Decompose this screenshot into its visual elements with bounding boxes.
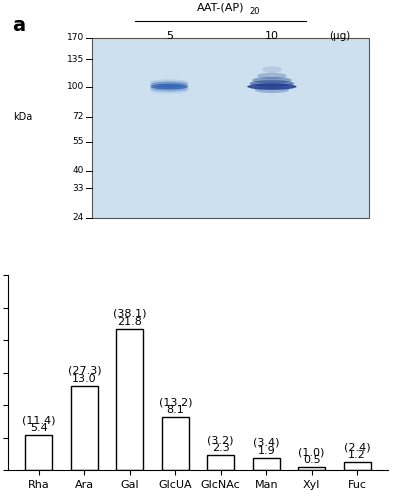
Text: 1.2: 1.2: [348, 450, 366, 460]
Text: 2.3: 2.3: [212, 443, 230, 453]
Text: (13.2): (13.2): [158, 398, 192, 407]
Text: (μg): (μg): [329, 32, 350, 42]
Text: 13.0: 13.0: [72, 374, 97, 384]
Text: 21.8: 21.8: [117, 316, 142, 326]
Text: 20: 20: [249, 8, 260, 16]
Text: 55: 55: [72, 137, 84, 146]
Text: AAT-(AP): AAT-(AP): [197, 2, 244, 12]
Ellipse shape: [262, 66, 282, 72]
Bar: [70, 386, 98, 470]
Bar: [162, 418, 189, 470]
Text: 135: 135: [67, 54, 84, 64]
Bar: [298, 467, 326, 470]
Text: kDa: kDa: [13, 112, 33, 122]
Ellipse shape: [150, 88, 188, 94]
Bar: [25, 435, 53, 470]
Ellipse shape: [255, 86, 289, 93]
Text: 40: 40: [72, 166, 84, 175]
Bar: [116, 328, 143, 470]
Text: 100: 100: [67, 82, 84, 91]
Text: 5: 5: [166, 32, 173, 42]
Text: (3.4): (3.4): [253, 438, 280, 448]
Text: (1.0): (1.0): [299, 447, 325, 457]
Text: 10: 10: [265, 32, 279, 42]
Text: 1.9: 1.9: [257, 446, 275, 456]
Bar: [253, 458, 280, 470]
Text: (38.1): (38.1): [113, 309, 147, 319]
Text: 24: 24: [73, 214, 84, 222]
Text: 33: 33: [72, 184, 84, 193]
FancyBboxPatch shape: [91, 38, 369, 218]
Ellipse shape: [150, 82, 188, 87]
Text: 5.4: 5.4: [30, 423, 48, 433]
Ellipse shape: [252, 77, 292, 84]
Ellipse shape: [150, 80, 188, 86]
Ellipse shape: [247, 84, 297, 90]
Text: (11.4): (11.4): [22, 415, 55, 425]
Bar: [343, 462, 371, 470]
Text: (2.4): (2.4): [344, 442, 371, 452]
Ellipse shape: [257, 72, 287, 79]
Text: 8.1: 8.1: [166, 406, 184, 415]
Ellipse shape: [150, 84, 188, 89]
Text: 170: 170: [67, 34, 84, 42]
Text: 72: 72: [72, 112, 84, 122]
Ellipse shape: [250, 80, 294, 86]
Bar: [207, 455, 234, 470]
Text: (27.3): (27.3): [67, 366, 101, 376]
Text: a: a: [12, 16, 25, 36]
Ellipse shape: [150, 86, 188, 92]
Text: (3.2): (3.2): [208, 436, 234, 446]
Text: 0.5: 0.5: [303, 455, 320, 465]
